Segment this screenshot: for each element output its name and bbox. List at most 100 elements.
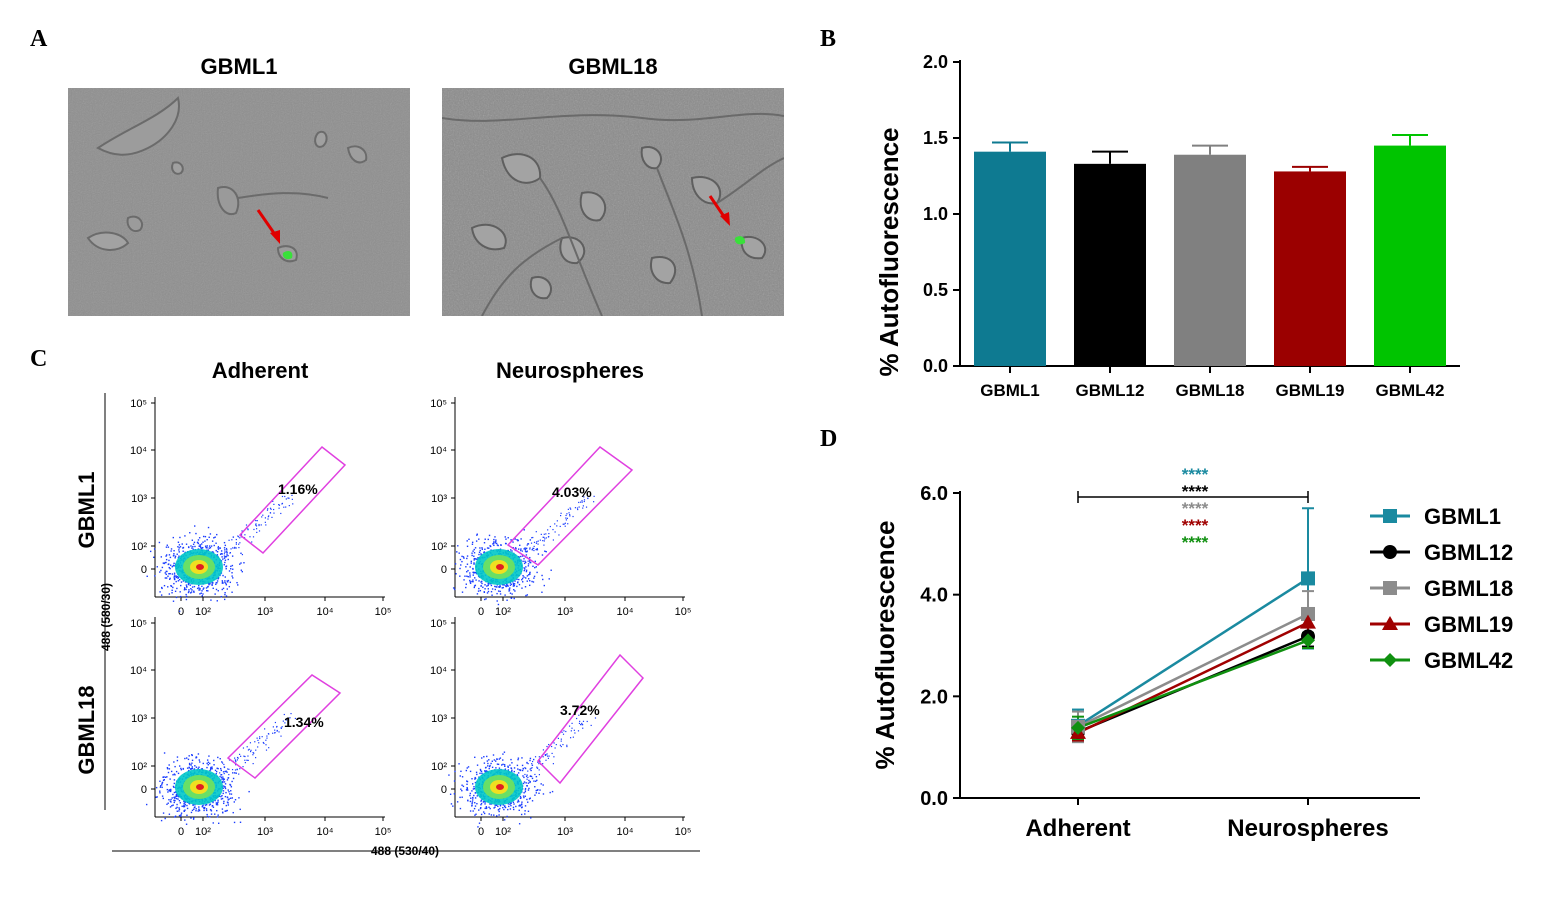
- flow-dot-tail: [248, 748, 250, 750]
- flow-dot-tail: [238, 543, 240, 545]
- flow-dot: [208, 804, 211, 806]
- flow-dot: [548, 578, 550, 580]
- flow-dot: [480, 770, 483, 773]
- significance-stars: ****: [1182, 465, 1209, 484]
- flow-dot: [524, 789, 527, 791]
- flow-dot: [177, 577, 179, 579]
- flow-dot: [210, 545, 213, 547]
- flow-dot-tail: [258, 742, 260, 744]
- flow-dot: [178, 765, 181, 767]
- flow-dot: [184, 757, 186, 760]
- flow-dot: [169, 577, 171, 580]
- flow-x-axis-label: 488 (530/40): [371, 844, 439, 858]
- flow-dot: [519, 804, 521, 806]
- flow-dot: [224, 786, 226, 788]
- flow-dot: [473, 562, 475, 564]
- flow-dot: [527, 565, 530, 567]
- flow-x-tick-label: 0: [478, 606, 484, 618]
- flow-dot: [462, 556, 465, 558]
- flow-dot: [217, 547, 219, 549]
- flow-row-title-gbml1: GBML1: [74, 472, 99, 549]
- flow-dot: [496, 763, 499, 765]
- flow-dot-tail: [539, 760, 541, 762]
- flow-dot: [529, 572, 531, 574]
- flow-dot: [207, 590, 209, 592]
- flow-dot: [169, 567, 171, 570]
- flow-dot-tail: [565, 519, 567, 521]
- flow-dot: [510, 583, 513, 585]
- flow-dot-tail: [567, 508, 569, 510]
- flow-x-tick-label: 10⁴: [617, 826, 634, 838]
- flow-dot: [202, 762, 204, 765]
- flow-dot: [190, 767, 193, 770]
- flow-dot-tail: [271, 516, 273, 519]
- flow-dot: [499, 590, 501, 593]
- flow-dot: [529, 579, 531, 582]
- flow-dot: [484, 801, 486, 803]
- flow-dot: [224, 593, 226, 596]
- flow-dot: [221, 808, 224, 810]
- flow-dot-tail: [521, 550, 524, 552]
- flow-dot: [209, 803, 212, 805]
- flow-dot: [170, 548, 173, 550]
- flow-dot: [462, 785, 465, 788]
- flow-dot: [227, 804, 230, 806]
- flow-dot: [153, 556, 155, 559]
- flow-dot: [204, 806, 206, 809]
- flow-dot: [177, 772, 180, 775]
- flow-dot: [191, 539, 194, 541]
- flow-dot: [174, 799, 176, 802]
- flow-dot: [178, 551, 180, 553]
- line-chart-ylabel: % Autofluorescence: [870, 521, 900, 770]
- flow-dot: [473, 786, 475, 788]
- flow-dot-tail: [235, 538, 237, 541]
- flow-y-axis-label: 488 (580/30): [99, 583, 113, 651]
- flow-gate: [238, 445, 347, 555]
- flow-dot: [519, 544, 521, 547]
- flow-dot: [226, 581, 229, 583]
- flow-dot: [192, 545, 194, 548]
- flow-gate-percent: 1.16%: [278, 481, 318, 497]
- flow-dot-tail: [268, 747, 270, 749]
- flow-dot: [522, 775, 524, 777]
- flow-dot: [509, 808, 512, 810]
- flow-dot: [221, 797, 224, 800]
- flow-dot-tail: [543, 540, 545, 542]
- flow-dot: [469, 810, 472, 812]
- flow-dot: [161, 782, 163, 785]
- flow-dot: [172, 600, 175, 602]
- flow-dot: [526, 798, 528, 801]
- flow-dot: [486, 585, 488, 587]
- flow-dot: [173, 562, 175, 565]
- flow-dot: [467, 575, 469, 578]
- flow-dot: [213, 759, 215, 762]
- flow-dot-tail: [236, 756, 239, 759]
- flow-y-tick-label: 10³: [131, 493, 147, 505]
- bar-y-tick-label: 2.0: [923, 52, 948, 72]
- flow-dot: [174, 796, 176, 798]
- flow-dot: [167, 802, 169, 804]
- flow-dot: [209, 582, 211, 584]
- flow-dot: [480, 554, 482, 556]
- flow-dot: [497, 603, 500, 606]
- flow-dot: [492, 754, 495, 756]
- flow-dot: [181, 543, 183, 545]
- flow-dot: [177, 576, 180, 578]
- flow-dot-tail: [531, 537, 533, 539]
- flow-dot: [145, 803, 148, 806]
- flow-dot: [212, 822, 214, 824]
- flow-dot: [524, 560, 526, 563]
- flow-dot: [524, 561, 527, 564]
- flow-dot: [228, 790, 230, 793]
- flow-dot-tail: [223, 772, 225, 775]
- flow-dot: [466, 786, 468, 789]
- flow-dot: [188, 755, 190, 757]
- flow-dot: [466, 545, 469, 548]
- flow-dot: [223, 781, 226, 783]
- flow-dot: [469, 579, 471, 582]
- flow-dot: [461, 591, 464, 593]
- flow-dot-tail: [572, 515, 574, 518]
- flow-dot: [197, 542, 200, 545]
- flow-dot: [481, 757, 483, 759]
- flow-dot: [512, 583, 515, 586]
